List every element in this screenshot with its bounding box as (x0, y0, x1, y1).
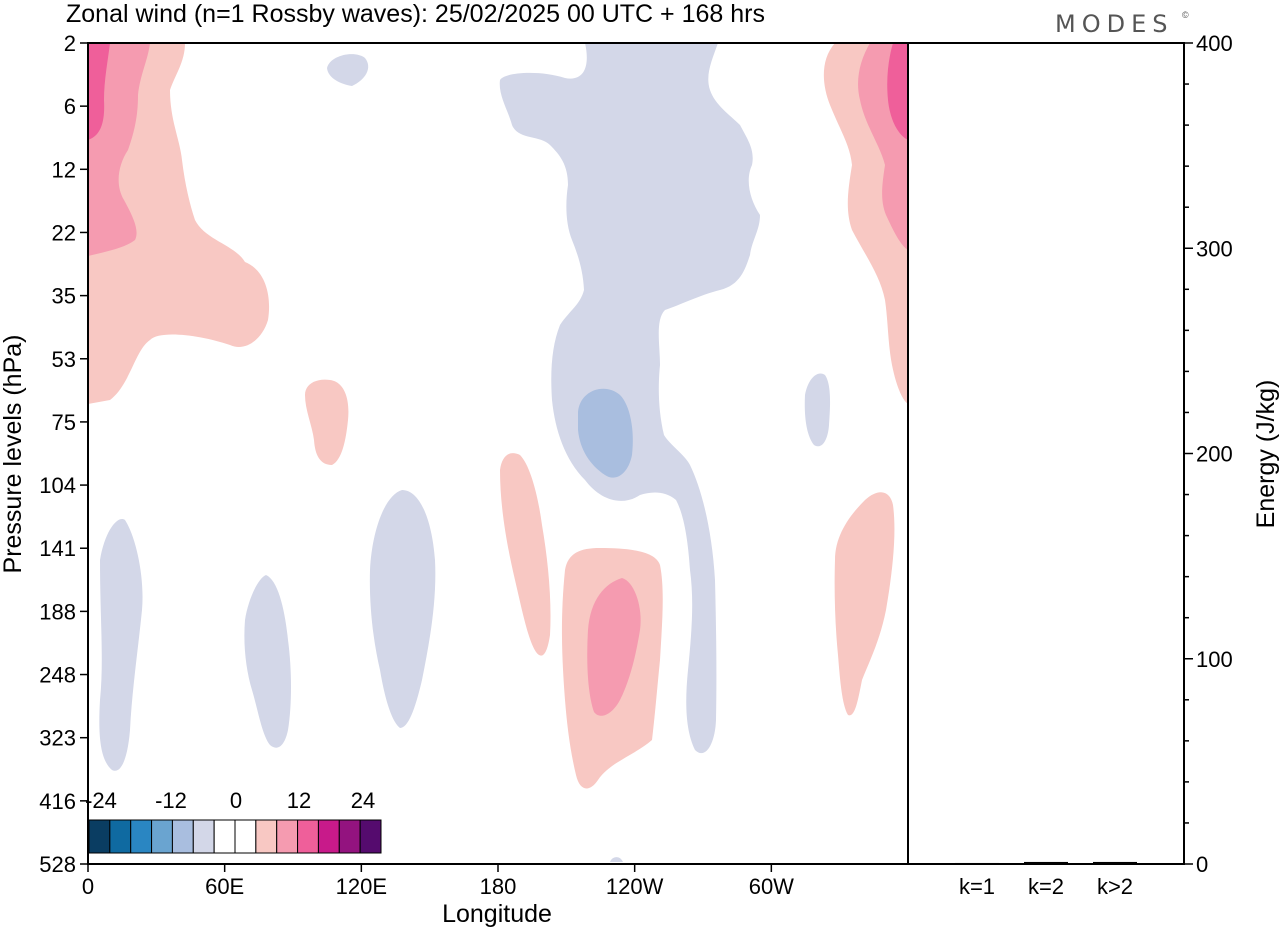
y-tick-label: 53 (52, 347, 76, 372)
contour-negative-central (499, 43, 760, 754)
x-tick-label: 120W (606, 874, 664, 899)
colorbar-swatch (151, 819, 173, 854)
y-tick-label: 35 (52, 284, 76, 309)
contour-field: -24 -12 0 12 24 (85, 43, 908, 864)
x-tick-label: 60E (205, 874, 244, 899)
brand-mark: © (1182, 10, 1189, 20)
x-axis-label: Longitude (442, 900, 552, 928)
colorbar-tick-label: 12 (287, 788, 311, 813)
colorbar-tick-label: 0 (230, 788, 242, 813)
energy-axis-label: Energy (J/kg) (1252, 380, 1280, 529)
y-tick-label: 12 (52, 157, 76, 182)
contour-negative-e1 (804, 373, 831, 447)
colorbar-swatch (130, 819, 153, 854)
colorbar-swatch (213, 819, 236, 854)
colorbar-swatch (109, 819, 132, 854)
contour-positive-west (88, 43, 270, 404)
y-tick-label: 22 (52, 220, 76, 245)
colorbar-tick-label: -24 (85, 788, 117, 813)
x-tick-label: 60W (749, 874, 794, 899)
contour-negative-w1 (99, 519, 143, 771)
colorbar-labels: -24 -12 0 12 24 (85, 788, 375, 813)
contour-negative-core (578, 388, 633, 478)
colorbar-tick-label: 24 (351, 788, 375, 813)
colorbar-swatch (255, 819, 278, 854)
energy-panel (908, 43, 1184, 864)
energy-bar (1093, 861, 1137, 864)
colorbar-swatch (338, 819, 361, 854)
energy-axis: 0 100 200 300 400 (1184, 31, 1233, 877)
colorbar-swatch (317, 819, 340, 854)
colorbar (88, 819, 382, 854)
colorbar-swatch (359, 819, 382, 854)
contour-negative-top (327, 54, 369, 86)
colorbar-swatch (88, 819, 111, 854)
energy-tick-label: 100 (1196, 647, 1233, 672)
colorbar-swatch (276, 819, 299, 854)
energy-tick-label: 200 (1196, 442, 1233, 467)
contour-positive-east-3 (887, 43, 908, 140)
contour-negative-w3 (369, 490, 436, 728)
y-tick-label: 75 (52, 410, 76, 435)
contour-positive-c1 (500, 453, 551, 656)
y-tick-label: 528 (39, 852, 76, 877)
contour-positive-c2-core (587, 578, 641, 716)
x-tick-label: 0 (82, 874, 94, 899)
y-axis: 2 6 12 22 35 53 75 104 141 188 248 323 416 528 (39, 31, 88, 877)
y-tick-label: 416 (39, 789, 76, 814)
y-tick-label: 188 (39, 599, 76, 624)
y-tick-label: 2 (64, 31, 76, 56)
y-tick-label: 323 (39, 726, 76, 751)
y-tick-label: 248 (39, 663, 76, 688)
contour-positive-e2 (834, 492, 895, 716)
y-tick-label: 141 (39, 536, 76, 561)
colorbar-swatch (297, 819, 319, 854)
contour-positive-west-3 (88, 43, 110, 140)
energy-tick-label: 0 (1196, 852, 1208, 877)
y-axis-label: Pressure levels (hPa) (0, 335, 27, 574)
y-tick-label: 6 (64, 94, 76, 119)
x-tick-label: 180 (480, 874, 517, 899)
energy-category-label: k=2 (1028, 874, 1064, 899)
y-tick-label: 104 (39, 473, 76, 498)
energy-tick-label: 300 (1196, 236, 1233, 261)
chart-title: Zonal wind (n=1 Rossby waves): 25/02/202… (66, 0, 765, 28)
contour-negative-dot (610, 857, 623, 862)
colorbar-swatch (192, 819, 215, 854)
energy-bars: k=1 k=2 k>2 (955, 861, 1137, 899)
x-tick-label: 120E (336, 874, 387, 899)
energy-tick-label: 400 (1196, 31, 1233, 56)
x-axis: 0 60E 120E 180 120W 60W (82, 864, 794, 899)
contour-negative-w2 (244, 575, 291, 748)
energy-bar (955, 862, 999, 864)
colorbar-tick-label: -12 (155, 788, 187, 813)
energy-bar (1024, 861, 1068, 864)
colorbar-swatch (171, 819, 194, 854)
contour-positive-w4 (305, 379, 349, 465)
brand-logo-text: MODES (1055, 10, 1173, 38)
energy-category-label: k=1 (959, 874, 995, 899)
energy-category-label: k>2 (1097, 874, 1133, 899)
colorbar-swatch (234, 819, 257, 854)
